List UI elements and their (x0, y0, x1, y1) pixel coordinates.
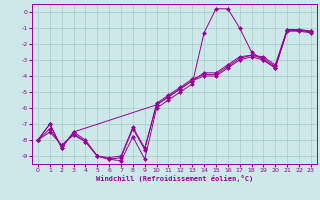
X-axis label: Windchill (Refroidissement éolien,°C): Windchill (Refroidissement éolien,°C) (96, 175, 253, 182)
